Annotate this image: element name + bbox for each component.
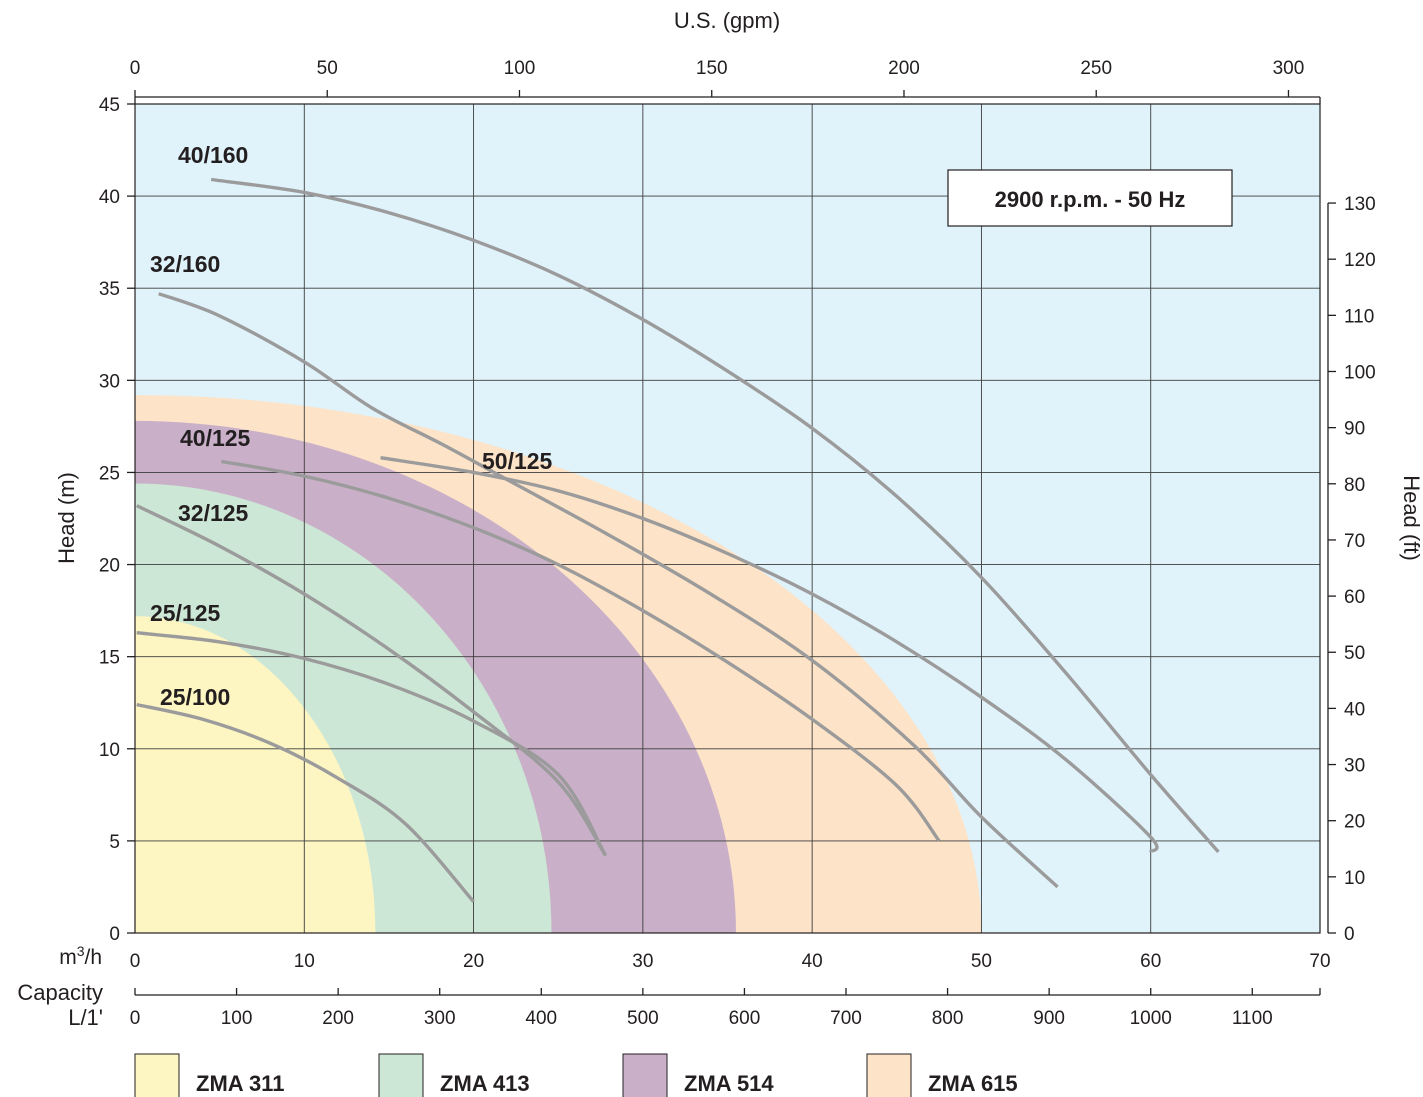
curve-label-25-100: 25/100 bbox=[160, 684, 230, 710]
x-top-tick-label: 300 bbox=[1273, 58, 1305, 79]
legend-label-zma-413: ZMA 413 bbox=[440, 1071, 530, 1096]
x-bottom-tick-label: 50 bbox=[971, 951, 992, 972]
y-left-tick-label: 0 bbox=[109, 924, 120, 945]
y-right-tick-label: 90 bbox=[1344, 419, 1365, 440]
curve-40-160 bbox=[210, 177, 1220, 854]
y-right-tick-label: 80 bbox=[1344, 475, 1365, 496]
region-zma-311 bbox=[135, 616, 376, 933]
x-top-tick-label: 0 bbox=[130, 58, 141, 79]
y-left-axis-title: Head (m) bbox=[54, 472, 79, 564]
y-left-tick-label: 40 bbox=[99, 187, 120, 208]
x-capacity-tick-label: 600 bbox=[729, 1008, 761, 1029]
legend: ZMA 311 ZMA 413 ZMA 514 ZMA 615 bbox=[134, 1053, 1018, 1097]
y-right-tick-label: 40 bbox=[1344, 699, 1365, 720]
y-left-tick-label: 25 bbox=[99, 463, 120, 484]
x-bottom-tick-label: 40 bbox=[802, 951, 823, 972]
curve-label-32-160: 32/160 bbox=[150, 251, 220, 277]
x-capacity-tick-label: 100 bbox=[221, 1008, 253, 1029]
y-left-tick-label: 10 bbox=[99, 740, 120, 761]
curve-32-125 bbox=[135, 504, 608, 857]
legend-label-zma-311: ZMA 311 bbox=[196, 1071, 284, 1096]
legend-swatch-zma-514 bbox=[622, 1053, 668, 1097]
x-top-axis-title: U.S. (gpm) bbox=[674, 8, 780, 33]
y-right-tick-label: 30 bbox=[1344, 756, 1365, 777]
x-bottom-unit-label: m3/h bbox=[59, 943, 102, 969]
x-top-tick-label: 150 bbox=[696, 58, 728, 79]
legend-swatch-zma-413 bbox=[378, 1053, 424, 1097]
capacity-label-line1: Capacity bbox=[17, 980, 103, 1005]
x-capacity-tick-label: 900 bbox=[1033, 1008, 1065, 1029]
x-capacity-tick-label: 700 bbox=[830, 1008, 862, 1029]
y-right-tick-label: 60 bbox=[1344, 587, 1365, 608]
x-capacity-tick-label: 1100 bbox=[1232, 1008, 1273, 1029]
y-right-tick-label: 130 bbox=[1344, 194, 1376, 215]
curve-50-125 bbox=[380, 456, 1159, 854]
curve-25-100 bbox=[136, 702, 475, 903]
x-bottom-tick-label: 60 bbox=[1140, 951, 1161, 972]
y-left-tick-label: 20 bbox=[99, 556, 120, 577]
legend-label-zma-615: ZMA 615 bbox=[928, 1071, 1018, 1096]
curve-labels: 40/160 32/160 50/125 40/125 32/125 25/125 25/1… bbox=[150, 142, 553, 710]
x-bottom-tick-label: 0 bbox=[130, 951, 141, 972]
legend-swatch-zma-311 bbox=[134, 1053, 180, 1097]
curve-label-40-160: 40/160 bbox=[178, 142, 248, 168]
y-right-tick-label: 50 bbox=[1344, 643, 1365, 664]
y-left-tick-label: 35 bbox=[99, 279, 120, 300]
x-top-tick-label: 100 bbox=[504, 58, 536, 79]
x-capacity-tick-label: 1000 bbox=[1130, 1008, 1172, 1029]
y-right-tick-label: 120 bbox=[1344, 250, 1376, 271]
plot-frame bbox=[134, 103, 1321, 934]
speed-annotation: 2900 r.p.m. - 50 Hz bbox=[947, 169, 1233, 227]
y-left-tick-label: 5 bbox=[109, 832, 120, 853]
y-left-tick-label: 45 bbox=[99, 95, 120, 116]
capacity-label-line2: L/1' bbox=[68, 1005, 103, 1030]
x-top-tick-label: 250 bbox=[1080, 58, 1112, 79]
x-capacity-tick-label: 800 bbox=[932, 1008, 964, 1029]
curve-label-50-125: 50/125 bbox=[482, 448, 553, 474]
x-capacity-tick-label: 500 bbox=[627, 1008, 659, 1029]
pump-curves bbox=[135, 177, 1220, 903]
x-bottom-tick-label: 70 bbox=[1309, 951, 1330, 972]
curve-40-125 bbox=[221, 459, 941, 842]
y-left-tick-label: 15 bbox=[99, 648, 120, 669]
x-capacity-tick-label: 0 bbox=[130, 1008, 141, 1029]
x-top-tick-label: 200 bbox=[888, 58, 920, 79]
y-right-tick-label: 10 bbox=[1344, 868, 1365, 889]
curve-32-160 bbox=[158, 292, 1059, 889]
y-right-tick-label: 0 bbox=[1344, 924, 1355, 945]
x-bottom-tick-label: 10 bbox=[294, 951, 315, 972]
x-capacity-tick-label: 400 bbox=[525, 1008, 557, 1029]
annotation-box bbox=[947, 169, 1233, 227]
legend-label-zma-514: ZMA 514 bbox=[684, 1071, 774, 1096]
x-bottom-tick-label: 30 bbox=[632, 951, 653, 972]
y-right-tick-label: 20 bbox=[1344, 812, 1365, 833]
y-left-tick-label: 30 bbox=[99, 371, 120, 392]
model-regions bbox=[135, 395, 982, 933]
curve-label-40-125: 40/125 bbox=[180, 425, 251, 451]
annotation-text: 2900 r.p.m. - 50 Hz bbox=[995, 187, 1186, 212]
curve-25-125 bbox=[136, 631, 608, 857]
axes: 0 50 100 150 200 250 3000510152025303540450102… bbox=[99, 58, 1376, 1029]
legend-swatch-zma-615 bbox=[866, 1053, 912, 1097]
curve-label-25-125: 25/125 bbox=[150, 600, 221, 626]
x-top-tick-label: 50 bbox=[317, 58, 338, 79]
x-bottom-tick-label: 20 bbox=[463, 951, 484, 972]
curve-label-32-125: 32/125 bbox=[178, 500, 249, 526]
y-right-tick-label: 100 bbox=[1344, 362, 1376, 383]
grid bbox=[134, 103, 1321, 934]
y-right-axis-title: Head (ft) bbox=[1399, 475, 1423, 561]
y-right-tick-label: 70 bbox=[1344, 531, 1365, 552]
x-capacity-tick-label: 300 bbox=[424, 1008, 456, 1029]
x-capacity-tick-label: 200 bbox=[322, 1008, 354, 1029]
y-right-tick-label: 110 bbox=[1344, 306, 1374, 327]
